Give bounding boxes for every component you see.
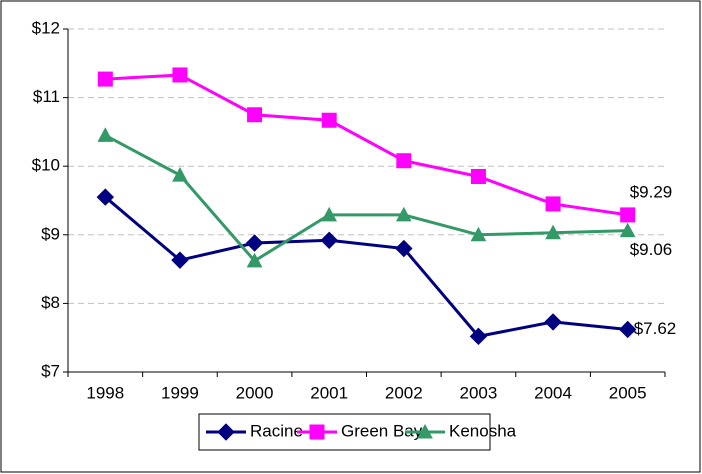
data-point (544, 313, 562, 331)
data-label: $9.29 (630, 182, 673, 201)
data-point (395, 206, 412, 222)
data-point (97, 127, 114, 142)
legend-marker (417, 423, 433, 439)
legend-marker (309, 424, 325, 440)
x-tick-label: 2002 (385, 383, 423, 402)
x-tick-label: 1999 (161, 383, 199, 402)
legend-marker (217, 423, 235, 441)
data-point (470, 226, 487, 242)
data-point (321, 112, 337, 128)
x-tick-label: 2005 (609, 383, 647, 402)
data-point (246, 252, 263, 268)
data-point (247, 107, 263, 123)
series-line (104, 134, 628, 263)
data-point (469, 327, 488, 346)
y-tick-label: $8 (41, 293, 60, 312)
legend-label: Green Bay (341, 421, 423, 440)
y-tick-label: $10 (32, 156, 60, 175)
data-point (545, 224, 561, 240)
data-point (321, 206, 338, 222)
x-tick-label: 2000 (236, 383, 274, 402)
data-point (619, 222, 636, 238)
legend-label: Racine (250, 421, 303, 440)
series-line (104, 195, 628, 338)
data-label: $7.62 (634, 319, 677, 338)
data-point (396, 153, 412, 169)
x-tick-label: 2004 (534, 383, 572, 402)
legend-label: Kenosha (449, 421, 517, 440)
data-label: $9.06 (630, 240, 673, 259)
x-tick-label: 2001 (310, 383, 348, 402)
y-tick-label: $9 (41, 224, 60, 243)
x-tick-label: 2003 (460, 383, 498, 402)
y-tick-label: $7 (41, 361, 60, 380)
data-point (172, 67, 188, 83)
data-point (470, 168, 486, 184)
data-point (618, 320, 637, 339)
data-point (545, 196, 561, 212)
series-line (105, 73, 628, 217)
data-point (620, 207, 636, 223)
data-point (171, 251, 189, 269)
data-point (245, 234, 264, 252)
y-tick-label: $12 (32, 18, 60, 37)
data-point (96, 188, 115, 206)
data-point (320, 231, 338, 249)
data-point (97, 71, 113, 87)
x-tick-label: 1998 (86, 383, 124, 402)
data-point (395, 239, 413, 258)
y-tick-label: $11 (33, 87, 60, 106)
data-point (172, 167, 188, 182)
